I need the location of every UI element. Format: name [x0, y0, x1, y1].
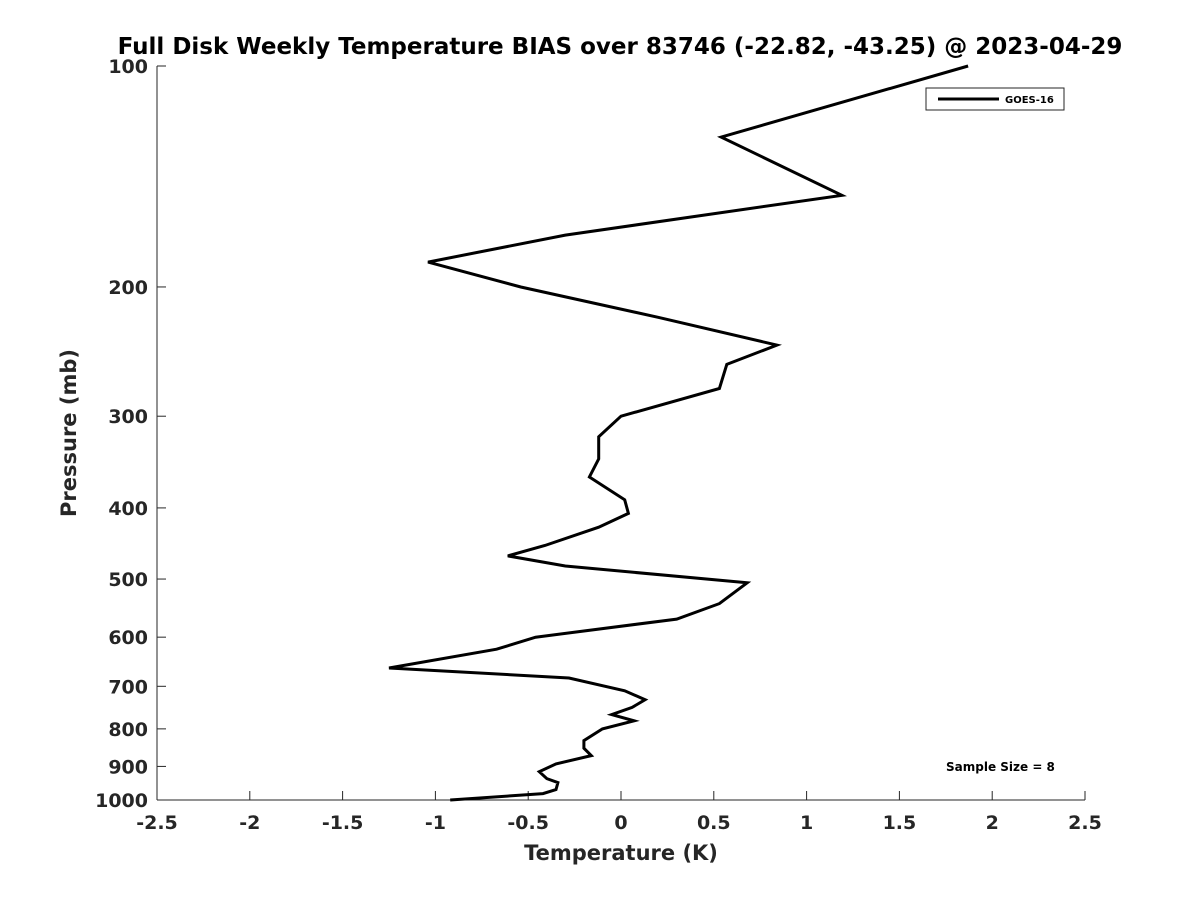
y-ticks: 100 200 300 400 500 600 700 800 900 1000	[95, 56, 166, 812]
y-tick-label: 100	[108, 56, 148, 78]
x-tick-label: 2.5	[1068, 812, 1102, 834]
x-tick-label: -0.5	[507, 812, 549, 834]
x-tick-label: -2	[239, 812, 260, 834]
x-axis-label: Temperature (K)	[524, 841, 718, 865]
y-tick-label: 500	[108, 569, 148, 591]
y-tick-label: 600	[108, 627, 148, 649]
x-tick-label: 1	[800, 812, 813, 834]
x-tick-label: 0	[614, 812, 627, 834]
x-ticks: -2.5 -2 -1.5 -1 -0.5 0 0.5 1 1.5 2 2.5	[136, 791, 1102, 834]
y-tick-label: 1000	[95, 790, 148, 812]
x-tick-label: 0.5	[697, 812, 731, 834]
y-tick-label: 300	[108, 406, 148, 428]
x-tick-label: 2	[986, 812, 999, 834]
sample-size-annotation: Sample Size = 8	[946, 760, 1055, 774]
x-tick-label: 1.5	[883, 812, 917, 834]
x-tick-label: -1	[425, 812, 446, 834]
y-axis-label: Pressure (mb)	[57, 349, 81, 517]
chart-title: Full Disk Weekly Temperature BIAS over 8…	[118, 34, 1123, 60]
x-tick-label: -2.5	[136, 812, 178, 834]
legend-entry-goes-16: GOES-16	[1005, 95, 1054, 106]
x-tick-label: -1.5	[322, 812, 364, 834]
y-tick-label: 900	[108, 756, 148, 778]
legend: GOES-16	[925, 87, 1065, 111]
y-tick-label: 200	[108, 277, 148, 299]
y-tick-label: 800	[108, 719, 148, 741]
y-tick-label: 400	[108, 498, 148, 520]
y-tick-label: 700	[108, 676, 148, 698]
series-line-goes-16	[388, 64, 969, 802]
